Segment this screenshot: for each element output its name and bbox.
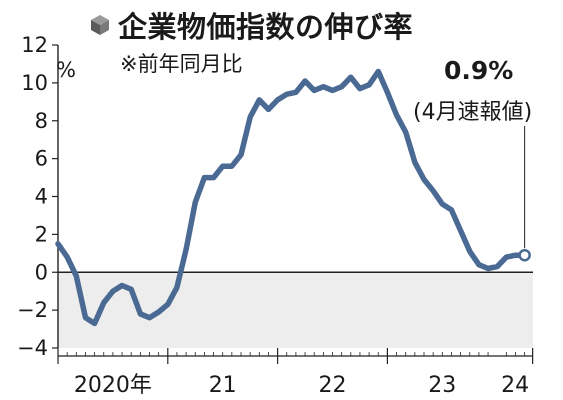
y-tick-label: 10	[21, 71, 48, 95]
y-axis-unit: %	[56, 58, 76, 82]
chart-title: 企業物価指数の伸び率	[118, 10, 414, 44]
title-group: 企業物価指数の伸び率	[90, 4, 413, 46]
y-tick-label: 0	[35, 260, 48, 284]
annotation-value: 0.9%	[444, 56, 514, 85]
x-tick-label: 22	[319, 373, 347, 398]
y-tick-label: −4	[17, 336, 48, 360]
x-tick-label: 24	[501, 373, 529, 398]
negative-band	[58, 272, 533, 348]
last-point-marker	[518, 248, 531, 262]
y-tick-label: 6	[35, 147, 48, 171]
y-tick-label: 2	[35, 222, 48, 246]
y-tick-label: 12	[21, 33, 48, 57]
x-tick-label: 21	[209, 373, 237, 398]
x-tick-label: 23	[428, 373, 456, 398]
cube-icon	[91, 15, 109, 35]
y-tick-label: 4	[35, 185, 48, 209]
annotation-label: (4月速報値)	[413, 100, 533, 125]
chart-subtitle: ※前年同月比	[120, 52, 243, 76]
x-tick-label: 2020年	[74, 373, 152, 398]
series-line	[55, 68, 528, 327]
y-tick-label: −2	[17, 298, 48, 322]
y-tick-label: 8	[35, 109, 48, 133]
